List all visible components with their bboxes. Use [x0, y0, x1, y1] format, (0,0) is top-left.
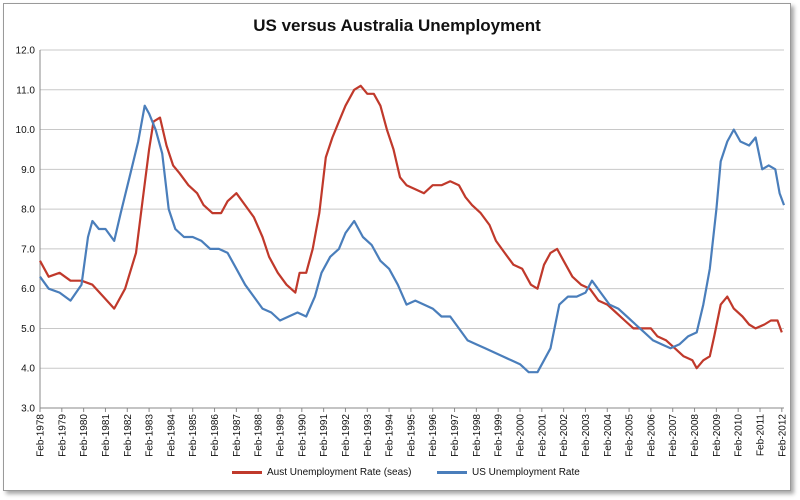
x-tick-label: Feb-1988 [254, 414, 265, 457]
line-chart: 3.0 4.0 5.0 6.0 7.0 8.0 9.0 10.0 11.0 12.0 Feb-19… [16, 46, 789, 457]
x-tick-label: Feb-1978 [36, 414, 47, 457]
gridlines [40, 49, 784, 409]
legend-item-aust: Aust Unemployment Rate (seas) [232, 467, 412, 478]
x-tick-label: Feb-1992 [341, 414, 352, 457]
x-tick-label: Feb-2002 [559, 414, 570, 457]
x-tick-label: Feb-1979 [57, 414, 68, 457]
legend-swatch-aust [232, 471, 262, 474]
x-tick-label: Feb-2010 [734, 414, 745, 457]
x-tick-label: Feb-2005 [625, 414, 636, 457]
y-tick-label: 10.0 [16, 125, 36, 136]
legend: Aust Unemployment Rate (seas) US Unemplo… [4, 467, 790, 483]
x-tick-label: Feb-2007 [668, 414, 679, 457]
y-tick-label: 11.0 [16, 85, 35, 96]
y-axis: 3.0 4.0 5.0 6.0 7.0 8.0 9.0 10.0 11.0 12.0 [16, 46, 41, 415]
x-tick-label: Feb-1995 [406, 414, 417, 457]
legend-label-us: US Unemployment Rate [472, 467, 580, 478]
y-tick-label: 5.0 [21, 324, 35, 335]
x-tick-label: Feb-2009 [712, 414, 723, 457]
y-tick-label: 9.0 [21, 165, 35, 176]
x-tick-label: Feb-2000 [516, 414, 527, 457]
chart-title: US versus Australia Unemployment [253, 16, 541, 35]
legend-item-us: US Unemployment Rate [437, 467, 580, 478]
y-tick-label: 6.0 [21, 284, 35, 295]
x-tick-label: Feb-1985 [188, 414, 199, 457]
y-tick-label: 3.0 [21, 404, 35, 415]
x-axis: Feb-1978 Feb-1979 Feb-1980 Feb-1981 Feb-1982… [36, 408, 788, 457]
x-tick-label: Feb-2008 [690, 414, 701, 457]
x-tick-label: Feb-1996 [428, 414, 439, 457]
x-tick-label: Feb-1982 [123, 414, 134, 457]
x-tick-label: Feb-1981 [101, 414, 112, 457]
x-tick-label: Feb-1994 [385, 414, 396, 457]
y-tick-label: 4.0 [21, 364, 35, 375]
x-tick-label: Feb-1991 [319, 414, 330, 457]
x-tick-label: Feb-1990 [297, 414, 308, 457]
series-lines [39, 84, 786, 374]
x-tick-label: Feb-2004 [603, 414, 614, 457]
y-tick-label: 12.0 [16, 46, 36, 57]
x-tick-label: Feb-1987 [232, 414, 243, 457]
x-tick-label: Feb-1993 [363, 414, 374, 457]
x-tick-label: Feb-2006 [646, 414, 657, 457]
x-tick-label: Feb-1983 [145, 414, 156, 457]
y-tick-label: 7.0 [21, 244, 35, 255]
x-tick-label: Feb-1986 [210, 414, 221, 457]
x-tick-label: Feb-2001 [537, 414, 548, 457]
x-tick-label: Feb-1999 [494, 414, 505, 457]
x-tick-label: Feb-1997 [450, 414, 461, 457]
series-line-us [39, 104, 786, 374]
legend-swatch-us [437, 471, 467, 474]
x-tick-label: Feb-1998 [472, 414, 483, 457]
legend-label-aust: Aust Unemployment Rate (seas) [267, 467, 412, 478]
x-tick-label: Feb-2003 [581, 414, 592, 457]
x-tick-label: Feb-2012 [777, 414, 788, 457]
chart-frame: US versus Australia Unemployment 3.0 4.0 5… [3, 3, 791, 491]
x-tick-label: Feb-1984 [166, 414, 177, 457]
x-tick-label: Feb-1980 [79, 414, 90, 457]
y-tick-label: 8.0 [21, 205, 35, 216]
x-tick-label: Feb-2011 [756, 414, 767, 457]
series-line-aust [39, 84, 783, 370]
x-tick-label: Feb-1989 [276, 414, 287, 457]
